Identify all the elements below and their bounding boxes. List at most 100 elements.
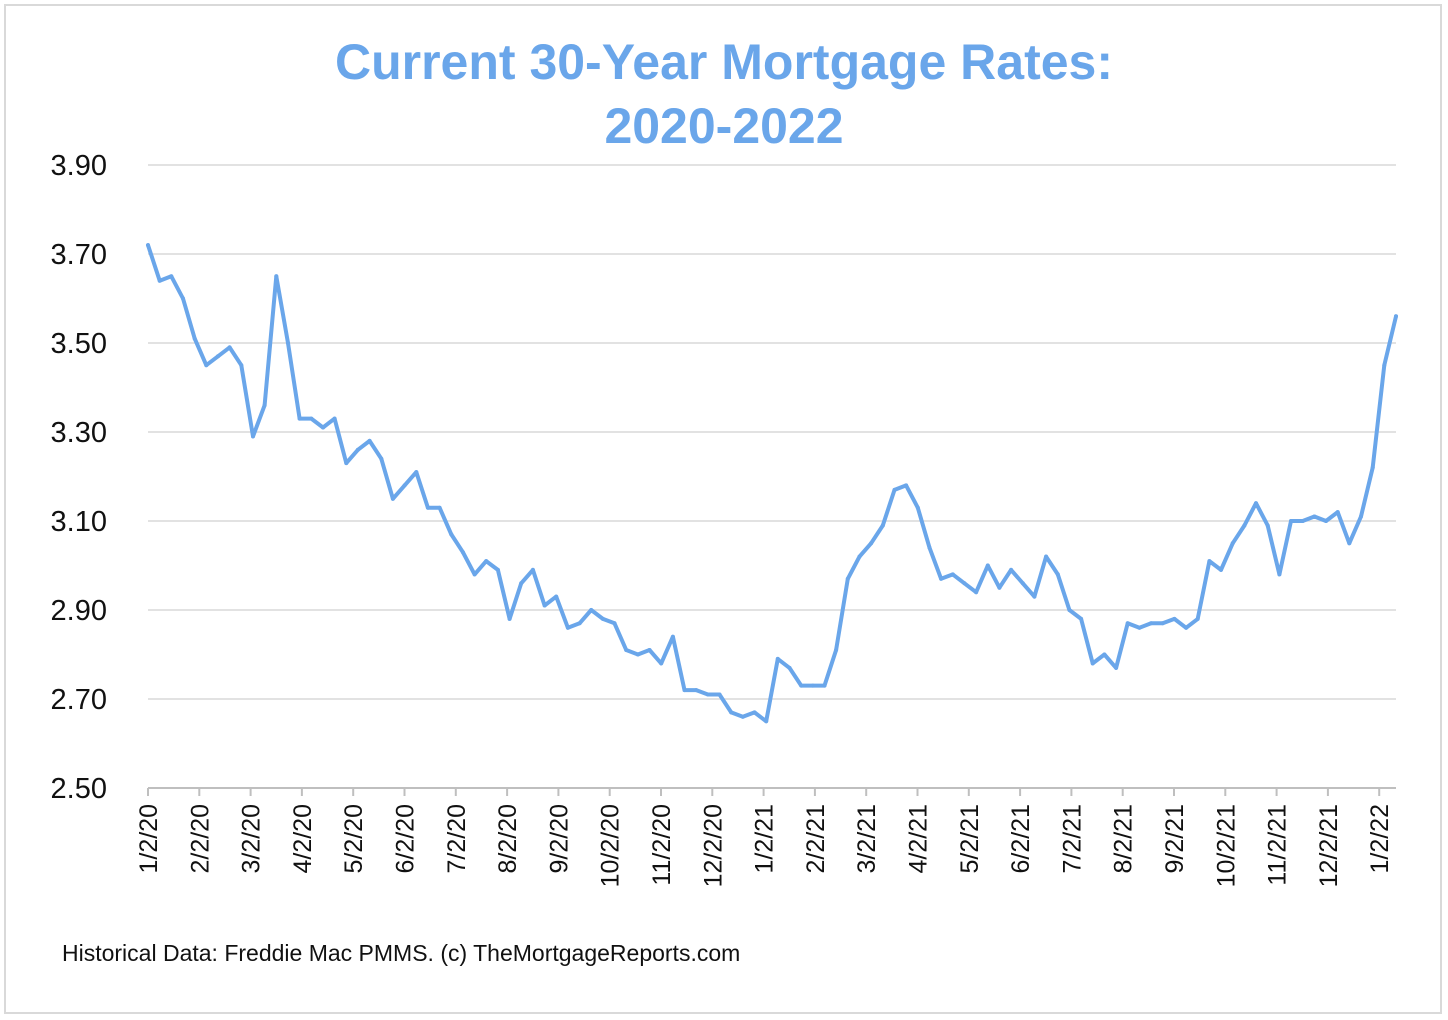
source-footnote: Historical Data: Freddie Mac PMMS. (c) T… [62,940,741,966]
y-tick-label: 3.70 [51,239,107,271]
data-point [169,274,174,279]
chart-frame [4,4,1442,1014]
data-point [927,545,932,550]
data-point [251,434,255,439]
data-point [472,572,477,577]
data-point [425,505,430,510]
data-point [507,616,512,621]
x-tick-label: 8/2/20 [494,804,522,874]
x-tick-label: 12/2/20 [699,804,727,887]
data-point [1125,621,1130,626]
data-point [1207,559,1212,564]
x-tick-label: 1/2/21 [751,804,779,874]
data-point [810,683,815,688]
data-point [857,554,862,559]
data-point [1230,541,1235,546]
data-point [845,576,850,581]
data-point [1172,616,1177,621]
data-point [647,648,652,652]
data-point [355,447,360,452]
x-tick-label: 2/2/20 [186,804,214,874]
x-axis: 1/2/20 2/2/20 3/2/20 4/2/20 5/2/20 6/2/20 7/2/… [135,787,1396,887]
data-point [1277,572,1282,577]
x-tick-label: 3/2/21 [853,804,881,874]
y-tick-label: 2.50 [51,773,107,805]
x-tick-label: 11/2/21 [1264,804,1292,886]
data-point [367,438,372,443]
data-point [694,688,699,693]
data-point [286,341,290,345]
data-point [1020,581,1025,586]
data-point [624,648,629,652]
data-point [1324,519,1328,523]
data-point [985,563,990,568]
data-point [181,296,185,301]
chart-title: Current 30-Year Mortgage Rates: 2020-202… [0,30,1448,158]
data-point [915,505,920,510]
data-point [1254,501,1258,506]
data-point [787,665,792,670]
data-point [705,692,710,697]
data-point [1370,465,1375,470]
x-tick-label: 5/2/21 [956,804,984,874]
data-point [939,576,944,581]
data-point [460,550,465,555]
data-point [332,416,337,421]
y-tick-label: 2.70 [51,684,107,716]
data-point [717,692,722,697]
data-point [262,403,267,408]
data-point [1009,567,1014,572]
x-tick-label: 5/2/20 [340,804,368,874]
data-point [309,416,314,421]
data-point [869,541,874,546]
data-point [904,483,909,488]
series-line [146,243,1398,724]
data-point [659,661,664,666]
data-point [740,714,745,719]
data-point [484,559,489,564]
data-point [530,567,535,572]
x-tick-label: 4/2/21 [905,804,933,874]
data-point [321,425,325,430]
data-point [1347,541,1352,546]
data-point [1382,363,1387,368]
data-point [974,590,979,595]
data-point [519,581,524,586]
data-point [1312,514,1317,519]
data-point [1137,625,1142,630]
data-point [635,652,640,657]
data-point [1359,514,1363,519]
data-point [997,585,1002,590]
data-point [495,567,500,572]
data-point [892,487,897,492]
data-point [1195,616,1200,621]
data-point [1032,594,1037,599]
data-point [822,683,827,688]
x-tick-label: 1/2/22 [1366,804,1394,874]
data-point [1160,621,1165,626]
y-tick-label: 2.90 [51,595,107,627]
x-tick-label: 6/2/20 [392,804,420,874]
data-point [729,710,734,715]
data-point [1102,652,1107,657]
data-point [1300,519,1305,523]
y-tick-label: 3.50 [51,328,107,360]
data-point [600,616,605,621]
data-point [962,581,967,586]
data-point [1067,608,1072,612]
data-point [1289,519,1293,523]
data-point [192,336,197,341]
data-point [950,572,955,577]
chart-title-line-1: Current 30-Year Mortgage Rates: [334,34,1113,90]
data-point [565,625,570,630]
data-point [1149,621,1154,626]
data-point [1242,523,1247,528]
y-tick-label: 3.30 [51,417,107,449]
data-point [775,656,780,661]
x-tick-label: 7/2/21 [1058,804,1086,874]
chart-title-line-2: 2020-2022 [604,98,844,154]
x-tick-label: 10/2/20 [597,804,625,887]
gridlines [148,164,1396,700]
data-point [880,523,885,528]
data-point [227,345,232,350]
